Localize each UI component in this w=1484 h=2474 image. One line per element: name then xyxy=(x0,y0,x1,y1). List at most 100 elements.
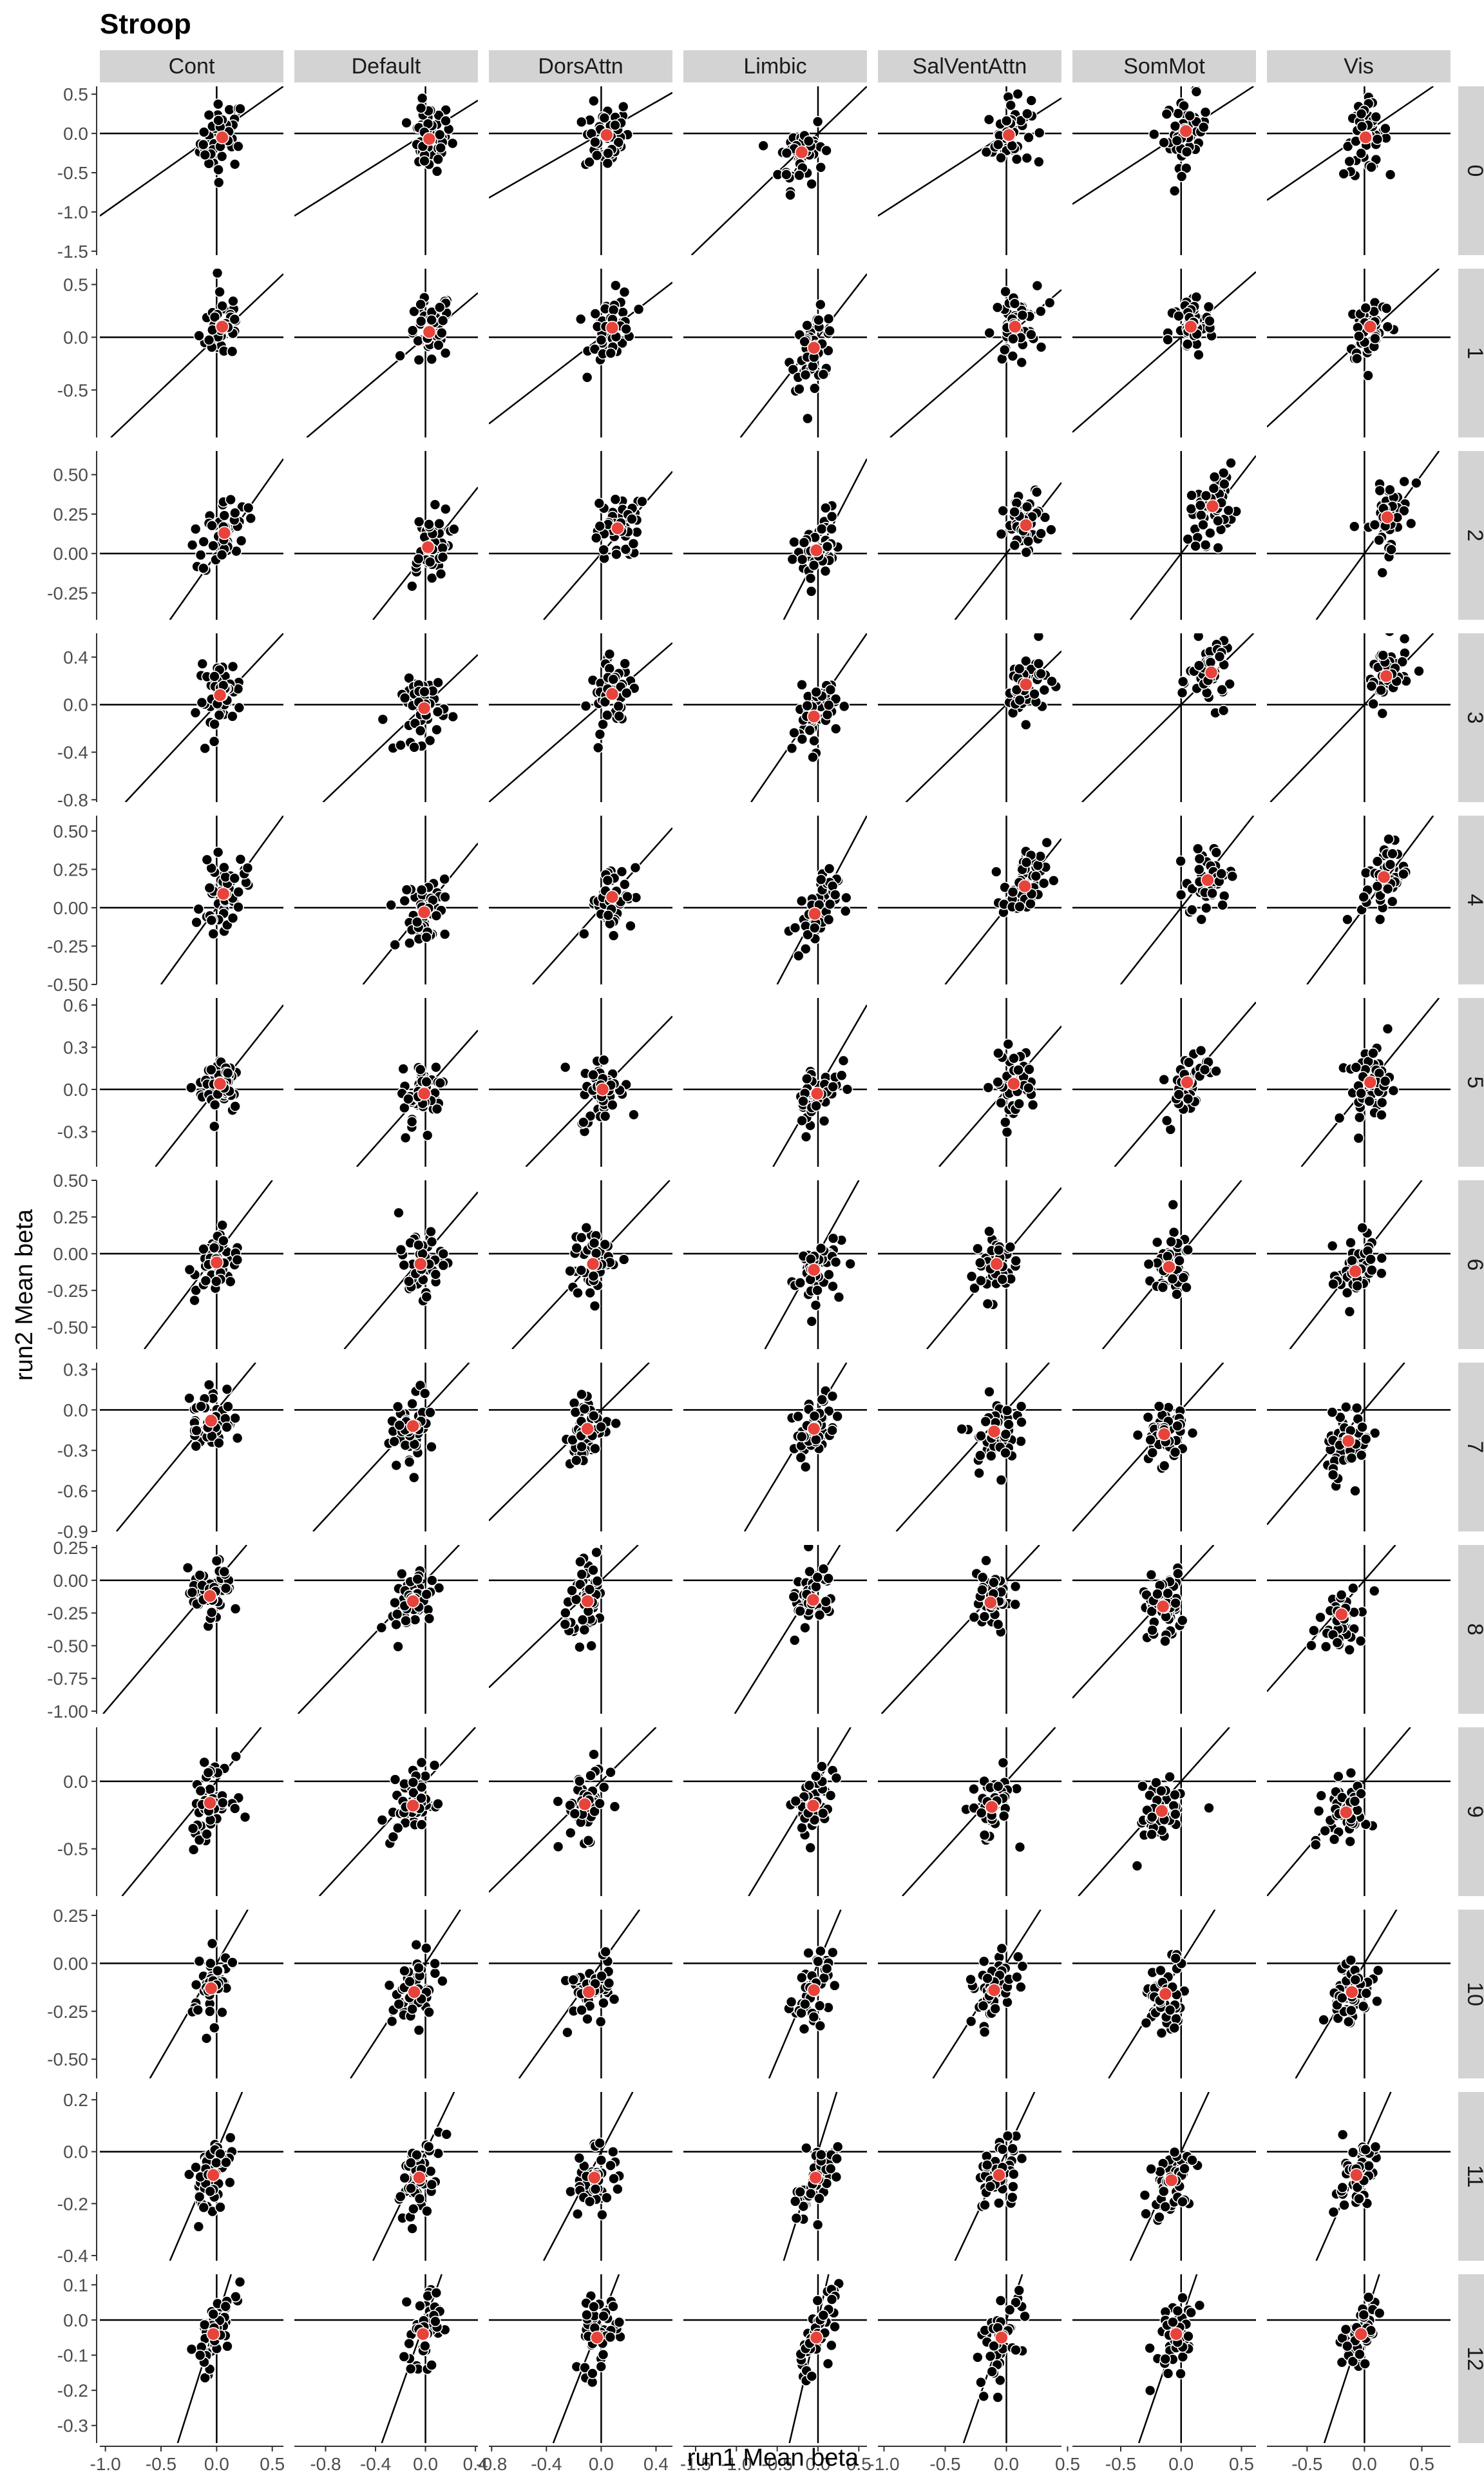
subject-point xyxy=(197,139,209,151)
y-tick-label: -1.00 xyxy=(47,1702,88,1721)
subject-point xyxy=(598,1054,610,1066)
group-mean-point xyxy=(203,1589,217,1604)
row-strip xyxy=(1458,2274,1484,2443)
identity-line xyxy=(1072,1545,1215,1699)
subject-point xyxy=(1013,1098,1025,1109)
group-mean-point xyxy=(794,145,809,160)
subject-point xyxy=(1335,1589,1347,1601)
row-strip xyxy=(1458,633,1484,802)
subject-point xyxy=(412,1573,424,1585)
panel-plot-area xyxy=(100,86,283,255)
subject-point xyxy=(203,109,215,121)
y-tick-label: 0.0 xyxy=(63,2310,88,2330)
subject-point xyxy=(1353,1132,1365,1144)
facet-panel xyxy=(489,998,672,1167)
subject-point xyxy=(602,909,614,921)
subject-point xyxy=(1190,540,1201,552)
subject-point xyxy=(573,1775,585,1787)
identity-line xyxy=(489,91,672,199)
subject-point xyxy=(214,286,225,298)
column-strip xyxy=(294,50,478,82)
subject-point xyxy=(1315,1790,1327,1801)
group-mean-point xyxy=(417,905,432,919)
subject-point xyxy=(800,1131,812,1143)
facet-panel xyxy=(1267,269,1451,437)
facet-panel xyxy=(683,2092,867,2261)
subject-point xyxy=(1145,1569,1157,1581)
subject-point xyxy=(815,874,827,886)
panel-plot-area xyxy=(1072,1727,1256,1896)
subject-point xyxy=(405,2182,417,2194)
subject-point xyxy=(1215,615,1226,626)
subject-point xyxy=(1355,1088,1367,1099)
subject-point xyxy=(589,2183,602,2195)
subject-point xyxy=(429,1968,441,1979)
column-strip xyxy=(683,50,867,82)
subject-point xyxy=(587,1564,599,1576)
subject-point xyxy=(207,540,219,551)
subject-point xyxy=(415,298,426,311)
subject-point xyxy=(398,2351,410,2363)
subject-point xyxy=(415,1819,428,1830)
subject-point xyxy=(1032,633,1045,642)
subject-point xyxy=(389,1597,401,1609)
subject-point xyxy=(1217,899,1228,911)
subject-point xyxy=(1167,1199,1179,1211)
panel-plot-area xyxy=(294,451,478,620)
subject-point xyxy=(974,1257,986,1269)
facet-panel xyxy=(1072,269,1256,437)
subject-point xyxy=(823,1573,834,1584)
subject-point xyxy=(431,1103,443,1115)
group-mean-point xyxy=(414,1257,428,1271)
subject-point xyxy=(1344,155,1355,168)
subject-point xyxy=(403,2337,415,2350)
subject-point xyxy=(1195,1044,1207,1057)
subject-point xyxy=(1148,128,1160,140)
subject-point xyxy=(984,1386,995,1398)
subject-point xyxy=(1360,1988,1373,1999)
subject-point xyxy=(426,1236,438,1248)
subject-point xyxy=(1342,140,1354,152)
subject-point xyxy=(424,556,436,568)
subject-point xyxy=(213,177,225,189)
panel-plot-area xyxy=(489,633,672,802)
subject-point xyxy=(415,1756,428,1769)
subject-point xyxy=(804,572,817,584)
panel-plot-area xyxy=(1267,1727,1451,1896)
subject-point xyxy=(1344,1306,1356,1318)
group-mean-point xyxy=(1162,1260,1176,1274)
subject-point xyxy=(194,2349,206,2361)
subject-point xyxy=(231,1432,243,1444)
group-mean-point xyxy=(987,1424,1002,1439)
subject-point xyxy=(1349,1795,1361,1807)
subject-point xyxy=(576,1614,589,1626)
subject-point xyxy=(607,673,619,686)
subject-point xyxy=(1035,528,1047,539)
group-mean-point xyxy=(406,1594,420,1609)
y-tick-label: -1.5 xyxy=(57,242,88,262)
subject-point xyxy=(992,139,1004,151)
group-mean-point xyxy=(1180,1075,1194,1089)
subject-point xyxy=(617,307,629,318)
subject-point xyxy=(1027,1099,1039,1111)
panel-plot-area xyxy=(683,1180,867,1349)
subject-point xyxy=(810,1100,822,1112)
subject-point xyxy=(781,169,792,180)
subject-point xyxy=(187,1823,199,1834)
column-strip-label: Default xyxy=(352,54,421,79)
subject-point xyxy=(1186,2154,1198,2166)
facet-panel xyxy=(1072,1363,1256,1531)
subject-point xyxy=(224,2132,236,2143)
facet-panel: 0.60.30.0-0.3 xyxy=(57,995,283,1167)
subject-point xyxy=(209,1099,221,1111)
subject-point xyxy=(1016,309,1029,321)
subject-point xyxy=(833,1291,845,1303)
subject-point xyxy=(1360,302,1372,314)
subject-point xyxy=(1171,135,1183,147)
identity-line xyxy=(100,86,283,217)
subject-point xyxy=(190,2162,202,2173)
subject-point xyxy=(1384,484,1396,496)
panel-plot-area xyxy=(100,1180,283,1349)
facet-panel xyxy=(683,269,867,437)
subject-point xyxy=(1158,137,1170,149)
